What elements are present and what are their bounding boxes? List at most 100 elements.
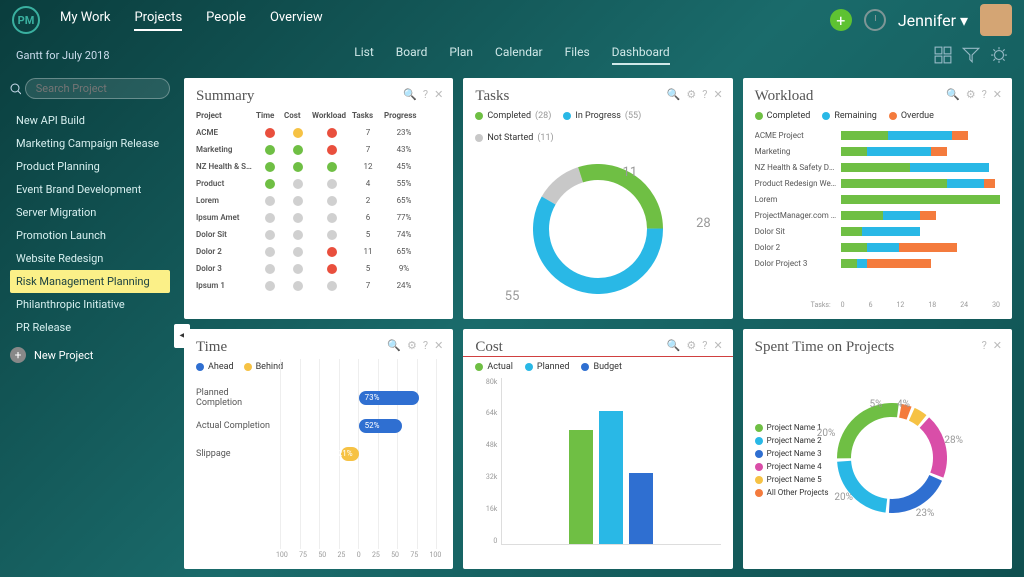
tab-calendar[interactable]: Calendar — [495, 45, 543, 65]
sidebar-item[interactable]: New API Build — [10, 109, 170, 132]
tasks-count: 7 — [352, 281, 384, 290]
close-icon[interactable]: ✕ — [434, 88, 443, 101]
column-header: Progress — [384, 111, 424, 120]
sidebar-item[interactable]: Marketing Campaign Release — [10, 132, 170, 155]
row-label: Dolor 2 — [755, 243, 837, 252]
panel-spent-time: Spent Time on Projects ?✕ Project Name 1… — [743, 329, 1012, 570]
top-nav-item-projects[interactable]: Projects — [134, 10, 182, 31]
help-icon[interactable]: ? — [423, 339, 428, 352]
help-icon[interactable]: ? — [702, 88, 707, 101]
table-row[interactable]: Ipsum 1 7 24% — [196, 277, 441, 294]
gear-icon[interactable]: ⚙ — [686, 339, 696, 352]
project-name: Product — [196, 179, 256, 188]
gear-icon[interactable]: ⚙ — [686, 88, 696, 101]
tab-board[interactable]: Board — [396, 45, 428, 65]
sidebar-item[interactable]: Product Planning — [10, 155, 170, 178]
sidebar-item[interactable]: Risk Management Planning — [10, 270, 170, 293]
help-icon[interactable]: ? — [702, 339, 707, 352]
top-nav-item-my-work[interactable]: My Work — [60, 10, 110, 31]
top-nav-items: My Work Projects People Overview — [60, 10, 323, 31]
axis-tick: 32k — [475, 473, 497, 481]
close-icon[interactable]: ✕ — [713, 88, 722, 101]
axis-tick: 75 — [410, 551, 418, 559]
add-button[interactable]: + — [830, 9, 852, 31]
tab-dashboard[interactable]: Dashboard — [612, 45, 670, 65]
sidebar-item[interactable]: Philanthropic Initiative — [10, 293, 170, 316]
axis-tick: 12 — [897, 301, 905, 309]
progress-value: 65% — [384, 196, 424, 205]
new-project-button[interactable]: + New Project — [10, 347, 170, 363]
bar-segment — [841, 227, 862, 236]
top-nav-item-overview[interactable]: Overview — [270, 10, 323, 31]
status-dot — [293, 230, 303, 240]
breadcrumb: Gantt for July 2018 — [16, 49, 110, 62]
close-icon[interactable]: ✕ — [993, 88, 1002, 101]
table-row[interactable]: Product 4 55% — [196, 175, 441, 192]
close-icon[interactable]: ✕ — [434, 339, 443, 352]
tab-files[interactable]: Files — [565, 45, 590, 65]
sidebar-item[interactable]: Website Redesign — [10, 247, 170, 270]
progress-value: 74% — [384, 230, 424, 239]
axis-tick: 75 — [299, 551, 307, 559]
gear-icon[interactable] — [990, 46, 1008, 64]
axis-tick: 16k — [475, 505, 497, 513]
cost-bar — [629, 473, 653, 544]
bar-segment — [920, 211, 936, 220]
table-row[interactable]: Dolor 3 5 9% — [196, 260, 441, 277]
row-label: Marketing — [755, 147, 837, 156]
sidebar-item[interactable]: PR Release — [10, 316, 170, 339]
progress-value: 55% — [384, 179, 424, 188]
search-icon[interactable]: 🔍 — [387, 339, 401, 352]
search-icon[interactable]: 🔍 — [667, 88, 681, 101]
sidebar-item[interactable]: Server Migration — [10, 201, 170, 224]
table-row[interactable]: Marketing 7 43% — [196, 141, 441, 158]
top-nav-right: + Jennifer ▾ — [830, 4, 1012, 36]
timer-icon[interactable] — [864, 9, 886, 31]
search-icon[interactable]: 🔍 — [667, 339, 681, 352]
user-name[interactable]: Jennifer ▾ — [898, 11, 968, 30]
gear-icon[interactable]: ⚙ — [407, 339, 417, 352]
workload-row: Dolor 2 — [755, 239, 1000, 255]
search-icon[interactable]: 🔍 — [946, 88, 960, 101]
close-icon[interactable]: ✕ — [993, 339, 1002, 352]
search-icon[interactable]: 🔍 — [403, 88, 417, 101]
filter-icon[interactable] — [962, 46, 980, 64]
tab-plan[interactable]: Plan — [449, 45, 473, 65]
project-name: NZ Health & Sa… — [196, 162, 256, 171]
legend-item: Completed — [755, 111, 811, 121]
grid-icon[interactable] — [934, 46, 952, 64]
table-row[interactable]: Ipsum Amet 6 77% — [196, 209, 441, 226]
axis-tick: 100 — [276, 551, 288, 559]
status-dot — [265, 145, 275, 155]
workload-row: Marketing — [755, 143, 1000, 159]
table-row[interactable]: Dolor Sit 5 74% — [196, 226, 441, 243]
status-dot — [265, 213, 275, 223]
help-icon[interactable]: ? — [982, 339, 987, 352]
bar-segment — [841, 147, 868, 156]
help-icon[interactable]: ? — [982, 88, 987, 101]
panel-cost: Cost 🔍⚙?✕ ActualPlannedBudget 80k64k48k3… — [463, 329, 732, 570]
gear-icon[interactable]: ⚙ — [966, 88, 976, 101]
status-dot — [327, 145, 337, 155]
sidebar-item[interactable]: Event Brand Development — [10, 178, 170, 201]
axis-tick: 25 — [338, 551, 346, 559]
axis-tick: 80k — [475, 378, 497, 386]
table-row[interactable]: Dolor 2 11 65% — [196, 243, 441, 260]
search-input[interactable] — [25, 78, 170, 99]
logo[interactable]: PM — [12, 6, 40, 34]
table-row[interactable]: Lorem 2 65% — [196, 192, 441, 209]
top-nav-item-people[interactable]: People — [206, 10, 246, 31]
status-dot — [327, 230, 337, 240]
axis-tick: 0 — [475, 537, 497, 545]
table-row[interactable]: NZ Health & Sa… 12 45% — [196, 158, 441, 175]
sidebar-item[interactable]: Promotion Launch — [10, 224, 170, 247]
help-icon[interactable]: ? — [423, 88, 428, 101]
close-icon[interactable]: ✕ — [713, 339, 722, 352]
status-dot — [265, 247, 275, 257]
axis-tick: 50 — [318, 551, 326, 559]
tab-list[interactable]: List — [354, 45, 374, 65]
axis-tick: 25 — [372, 551, 380, 559]
slice-pct-label: 4% — [897, 399, 910, 410]
avatar[interactable] — [980, 4, 1012, 36]
table-row[interactable]: ACME 7 23% — [196, 124, 441, 141]
